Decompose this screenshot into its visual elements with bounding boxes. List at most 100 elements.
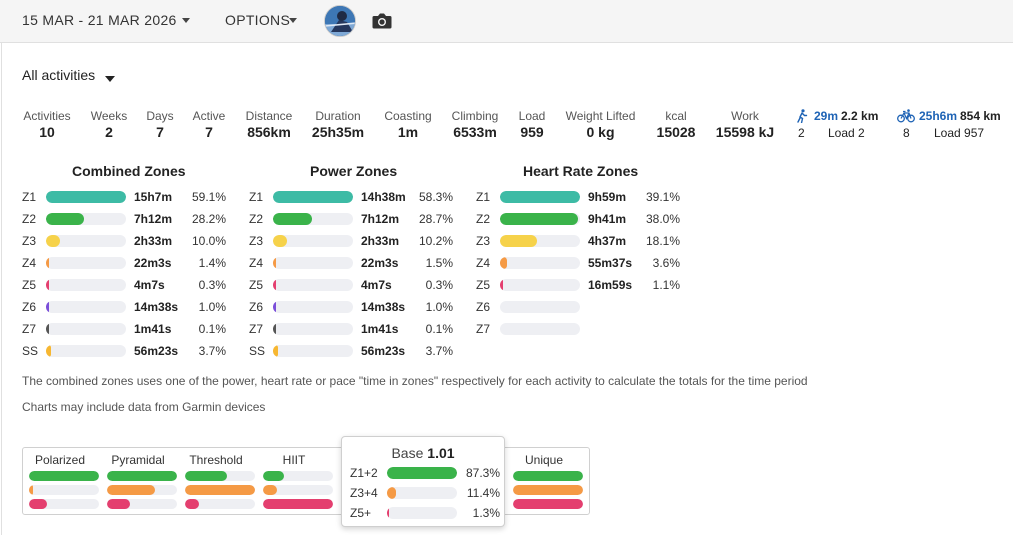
- zone-percent: 0.1%: [198, 322, 226, 336]
- zone-percent: 3.6%: [652, 256, 680, 270]
- distribution-bar: [29, 471, 99, 481]
- zone-percent: 0.1%: [425, 322, 453, 336]
- stat-active: Active 7: [189, 109, 229, 141]
- zone-time: 14h38m: [361, 190, 406, 204]
- zone-label: Z1: [22, 190, 37, 204]
- distribution-bar-fill: [29, 499, 47, 509]
- zone-label: Z1: [249, 190, 264, 204]
- zone-percent: 0.3%: [425, 278, 453, 292]
- distribution-bar-fill: [185, 485, 255, 495]
- zone-row-z5: Z5 4m7s 0.3%: [22, 278, 232, 292]
- stat-label: Days: [146, 109, 174, 123]
- zone-row-z2: Z2 7h12m 28.7%: [249, 212, 459, 226]
- zone-label: Z7: [476, 322, 491, 336]
- distribution-unique[interactable]: Unique: [507, 448, 583, 514]
- zone-row-z4: Z4 22m3s 1.5%: [249, 256, 459, 270]
- zone-time: 2h33m: [361, 234, 400, 248]
- zone-row-ss: SS 56m23s 3.7%: [249, 344, 459, 358]
- stat-label: Distance: [245, 109, 293, 123]
- zone-label: SS: [22, 344, 39, 358]
- zone-row-ss: SS 56m23s 3.7%: [22, 344, 232, 358]
- zone-label: Z2: [249, 212, 264, 226]
- zone-label: Z3: [476, 234, 491, 248]
- camera-icon[interactable]: [371, 10, 393, 32]
- zone-bar-track: [273, 257, 353, 269]
- zone-bar-track: [500, 235, 580, 247]
- stat-label: Activities: [23, 109, 71, 123]
- stat-coasting: Coasting 1m: [381, 109, 435, 141]
- zone-time: 2h33m: [134, 234, 173, 248]
- zone-row-z3: Z3 2h33m 10.2%: [249, 234, 459, 248]
- distribution-bar: [263, 471, 333, 481]
- date-range-selector[interactable]: 15 MAR - 21 MAR 2026: [22, 12, 190, 28]
- zone-label: Z4: [249, 256, 264, 270]
- stat-value: 6533m: [453, 124, 497, 140]
- sport-distance: 854 km: [960, 109, 1001, 123]
- zone-bar-track: [46, 213, 126, 225]
- caret-down-icon: [105, 76, 115, 82]
- zone-row-z4: Z4 55m37s 3.6%: [476, 256, 686, 270]
- zone-bar-fill: [273, 191, 353, 203]
- distribution-hiit[interactable]: HIIT: [257, 448, 333, 514]
- user-avatar[interactable]: [324, 5, 356, 37]
- distribution-bar: [185, 471, 255, 481]
- zone-bar-track: [273, 213, 353, 225]
- zone-label: Z1: [476, 190, 491, 204]
- sport-time: 25h6m: [919, 109, 958, 123]
- stat-weeks: Weeks 2: [88, 109, 130, 141]
- tooltip-bar-track: [387, 467, 457, 479]
- zone-bar-track: [46, 191, 126, 203]
- zone-percent: 0.3%: [198, 278, 226, 292]
- sport-load: Load 2: [828, 126, 865, 140]
- zone-row-z2: Z2 9h41m 38.0%: [476, 212, 686, 226]
- zone-time: 14m38s: [134, 300, 179, 314]
- zone-time: 15h7m: [134, 190, 173, 204]
- zone-label: Z6: [22, 300, 37, 314]
- distribution-bar-fill: [29, 485, 34, 495]
- zone-percent: 1.0%: [198, 300, 226, 314]
- zone-bar-fill: [273, 323, 276, 335]
- zone-percent: 1.5%: [425, 256, 453, 270]
- zone-bar-fill: [273, 279, 276, 291]
- combined-zones-note: The combined zones uses one of the power…: [22, 374, 808, 388]
- zone-bar-track: [500, 279, 580, 291]
- activity-filter-dropdown[interactable]: All activities: [22, 67, 115, 83]
- tooltip-row-label: Z3+4: [350, 486, 378, 500]
- zone-row-z1: Z1 14h38m 58.3%: [249, 190, 459, 204]
- zone-bar-fill: [500, 235, 538, 247]
- zone-label: SS: [249, 344, 266, 358]
- stat-label: Duration: [315, 109, 361, 123]
- stat-value: 856km: [247, 124, 291, 140]
- distribution-polarized[interactable]: Polarized: [23, 448, 99, 514]
- stat-load: Load 959: [515, 109, 549, 141]
- zone-bar-track: [273, 235, 353, 247]
- distribution-bar-fill: [263, 471, 284, 481]
- tooltip-row-label: Z1+2: [350, 466, 378, 480]
- top-toolbar: 15 MAR - 21 MAR 2026 OPTIONS: [0, 0, 1013, 43]
- zone-label: Z3: [249, 234, 264, 248]
- zone-label: Z4: [22, 256, 37, 270]
- distribution-bar-fill: [107, 485, 155, 495]
- tooltip-bar-track: [387, 507, 457, 519]
- distribution-bar-fill: [263, 499, 333, 509]
- stat-label: Weeks: [90, 109, 128, 123]
- zone-bar-fill: [46, 257, 49, 269]
- zone-bar-fill: [46, 323, 49, 335]
- tooltip-row: Z5+ 1.3%: [350, 506, 500, 520]
- distribution-bar-fill: [513, 499, 583, 509]
- zone-bar-fill: [46, 191, 126, 203]
- distribution-bar: [107, 485, 177, 495]
- distribution-pyramidal[interactable]: Pyramidal: [101, 448, 177, 514]
- zone-row-z7: Z7: [476, 322, 686, 336]
- distribution-bar-fill: [107, 499, 131, 509]
- stat-value: 1m: [397, 124, 419, 140]
- distribution-threshold[interactable]: Threshold: [179, 448, 255, 514]
- power-zones-title: Power Zones: [310, 163, 398, 179]
- zone-time: 9h41m: [588, 212, 627, 226]
- zone-bar-track: [273, 345, 353, 357]
- zone-bar-track: [500, 301, 580, 313]
- zone-bar-track: [46, 345, 126, 357]
- stat-value: 25h35m: [311, 124, 365, 140]
- zone-time: 22m3s: [134, 256, 172, 270]
- options-menu-button[interactable]: OPTIONS: [225, 12, 297, 28]
